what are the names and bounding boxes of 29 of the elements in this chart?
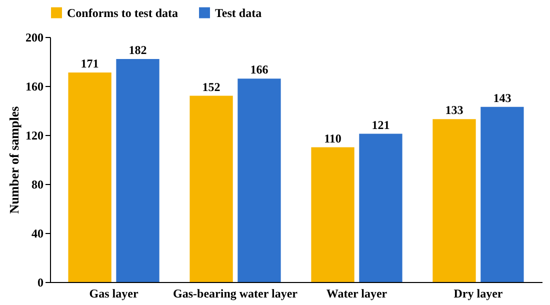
data-label: 171 [80, 56, 99, 71]
data-label: 152 [202, 80, 220, 94]
bar [311, 147, 354, 282]
x-tick-label: Gas-bearing water layer [173, 286, 298, 300]
legend-label: Test data [215, 6, 262, 20]
y-tick-label: 120 [26, 128, 44, 142]
bar [238, 78, 281, 282]
data-label: 133 [445, 103, 464, 118]
bar [432, 119, 476, 282]
legend-label: Conforms to test data [67, 6, 178, 20]
bar [190, 96, 233, 282]
y-tick-label: 160 [26, 80, 44, 94]
y-axis-title: Number of samples [6, 106, 22, 214]
bar [480, 106, 524, 282]
data-label: 110 [324, 131, 342, 146]
bar [116, 59, 160, 282]
y-tick-label: 200 [26, 30, 44, 44]
y-tick-label: 40 [32, 226, 44, 240]
bar [359, 134, 402, 282]
y-tick-label: 80 [32, 178, 44, 192]
data-label: 182 [128, 43, 147, 58]
x-tick-label: Water layer [326, 286, 388, 300]
x-tick-label: Gas layer [89, 286, 139, 300]
data-label: 143 [493, 90, 512, 105]
bar [68, 72, 112, 282]
y-tick-label: 0 [38, 276, 44, 290]
x-tick-label: Dry layer [454, 286, 504, 300]
data-label: 121 [372, 118, 390, 132]
data-label: 166 [250, 62, 268, 77]
